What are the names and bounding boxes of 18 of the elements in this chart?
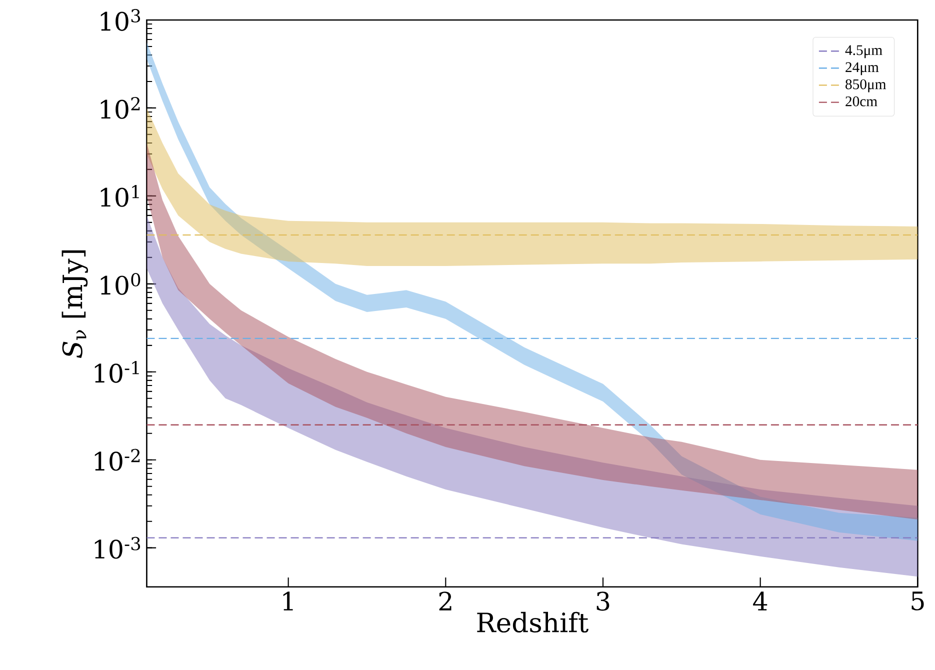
legend-label: 24μm (846, 62, 879, 76)
legend-label: 20cm (846, 96, 878, 107)
x-tick-label: 1 (283, 592, 293, 611)
y-tick-label: 10$^{-1}$ (94, 361, 139, 384)
y-tick-label: 10$^{0}$ (100, 273, 140, 296)
legend-label: 4.5μm (845, 46, 882, 58)
y-tick-label: 10$^{2}$ (100, 97, 140, 120)
legend-label: 850μm (846, 80, 886, 92)
x-tick-label: 4 (753, 592, 768, 611)
x-axis-title: Redshift (477, 612, 588, 633)
x-tick-label: 2 (439, 592, 452, 611)
y-axis-title: S$_{ν}$ [mJy] (62, 250, 88, 358)
y-tick-label: 10$^{-2}$ (94, 449, 140, 472)
x-tick-label: 5 (912, 592, 924, 611)
y-tick-label: 10$^{-3}$ (94, 537, 140, 559)
x-tick-label: 3 (596, 592, 610, 611)
y-tick-label: 10$^{1}$ (100, 185, 139, 208)
y-tick-label: 10$^{3}$ (100, 9, 140, 32)
